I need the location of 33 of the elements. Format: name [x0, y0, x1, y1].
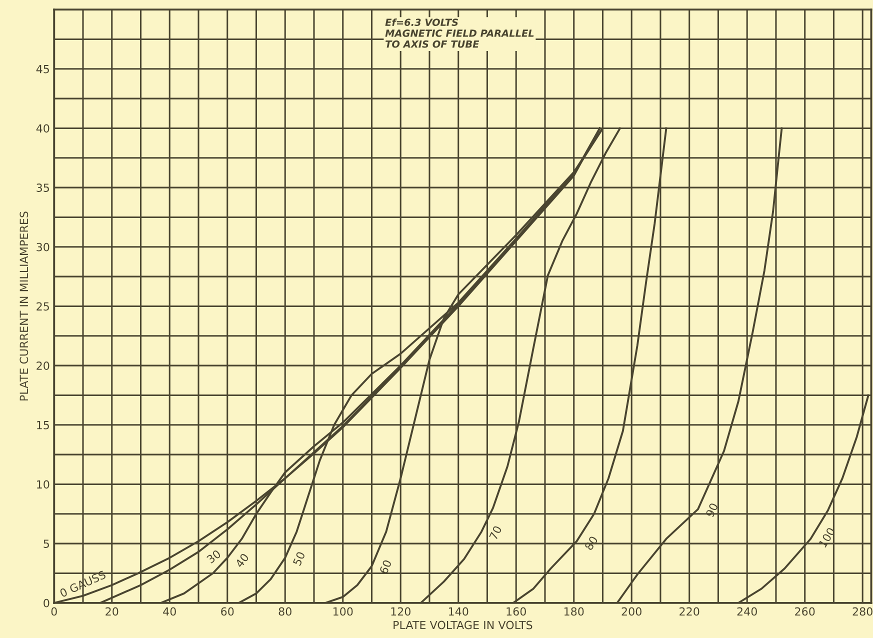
- y-tick-label: 40: [36, 124, 50, 133]
- x-tick-label: 0: [51, 607, 57, 616]
- x-tick-label: 200: [622, 607, 642, 616]
- x-tick-label: 220: [680, 607, 700, 616]
- annotation: Ef=6.3 VOLTS MAGNETIC FIELD PARALLEL TO AXIS OF TUBE: [385, 18, 534, 48]
- text: 40: [234, 552, 250, 568]
- x-tick-label: 80: [278, 607, 292, 616]
- x-axis-title: PLATE VOLTAGE IN VOLTS: [394, 620, 532, 630]
- x-tick-label: 160: [506, 607, 526, 616]
- text: 60: [379, 559, 392, 574]
- x-tick-label: 240: [737, 607, 757, 616]
- x-tick-label: 120: [391, 607, 410, 616]
- y-tick-label: 35: [36, 184, 49, 192]
- y-tick-label: 5: [44, 540, 49, 548]
- x-tick-label: 280: [852, 607, 872, 616]
- x-tick-label: 180: [564, 607, 584, 616]
- x-tick-label: 260: [795, 607, 815, 616]
- y-tick-label: 10: [37, 480, 50, 489]
- x-tick-label: 20: [106, 607, 118, 616]
- x-tick-label: 100: [333, 607, 353, 616]
- y-tick-label: 25: [36, 302, 49, 311]
- y-axis-title: PLATE CURRENT IN MILLIAMPERES: [20, 212, 28, 400]
- text: 70: [488, 525, 502, 540]
- y-tick-label: 20: [36, 362, 50, 370]
- text: 50: [292, 551, 306, 566]
- text: 30: [206, 549, 222, 564]
- x-tick-label: 140: [448, 607, 468, 616]
- x-tick-label: 40: [163, 607, 176, 616]
- y-tick-label: 45: [36, 65, 49, 74]
- y-tick-label: 15: [37, 421, 49, 430]
- x-tick-label: 60: [221, 607, 234, 616]
- y-tick-label: 30: [36, 242, 50, 252]
- y-tick-label: 0: [44, 598, 50, 608]
